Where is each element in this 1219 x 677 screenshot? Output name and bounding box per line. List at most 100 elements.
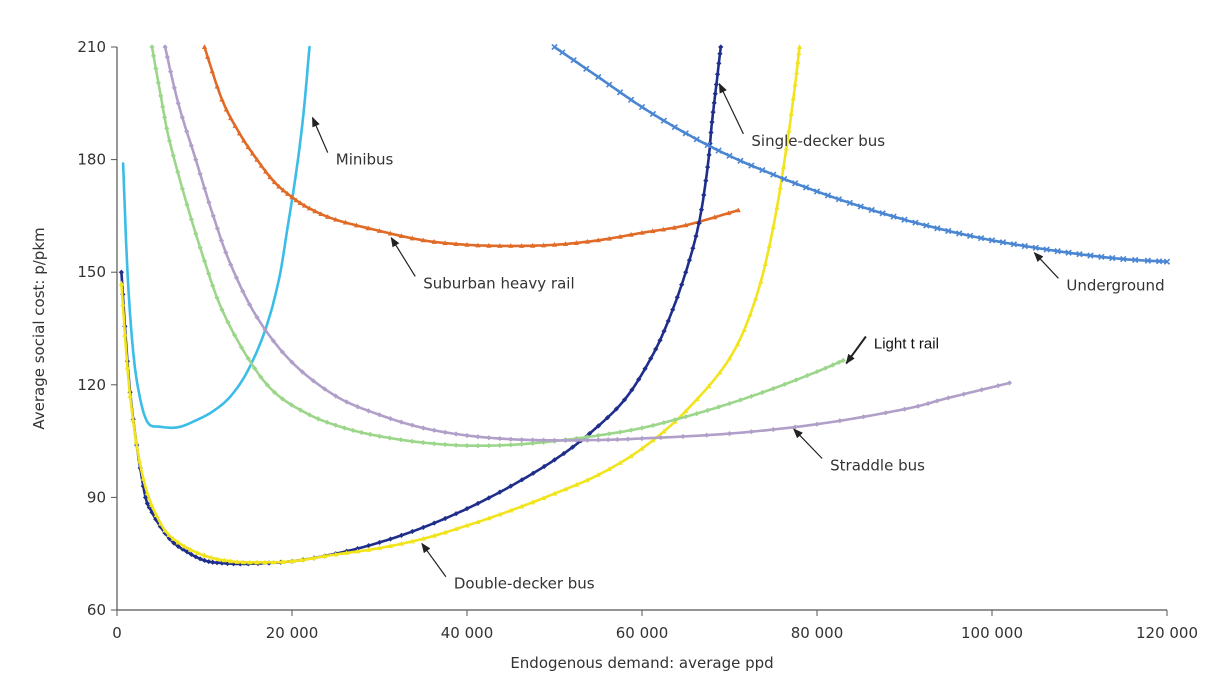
- data-point: [475, 500, 481, 506]
- data-point: [144, 500, 150, 507]
- data-point: [661, 328, 667, 334]
- data-point: [387, 536, 394, 542]
- data-point: [120, 301, 126, 307]
- data-point: [155, 80, 161, 86]
- data-point: [616, 89, 624, 96]
- data-point: [231, 332, 238, 338]
- data-point: [247, 559, 253, 565]
- data-point: [726, 430, 733, 437]
- data-point: [201, 557, 208, 564]
- data-point: [706, 152, 712, 158]
- data-point: [254, 559, 260, 565]
- data-point: [1109, 254, 1116, 262]
- data-point: [142, 494, 149, 501]
- data-point: [140, 475, 146, 481]
- data-point: [836, 359, 842, 365]
- data-point: [705, 407, 711, 413]
- data-point: [180, 546, 186, 552]
- data-point: [846, 199, 853, 207]
- data-point: [127, 393, 133, 399]
- annotation-label: Single-decker bus: [751, 132, 885, 150]
- data-point: [367, 431, 373, 438]
- data-point: [519, 437, 525, 443]
- data-point: [792, 81, 798, 87]
- data-point: [569, 444, 576, 450]
- data-point: [774, 204, 780, 210]
- data-point: [696, 220, 702, 227]
- data-point: [613, 406, 619, 412]
- data-point: [1144, 257, 1152, 264]
- data-point: [551, 43, 558, 51]
- data-point: [945, 227, 952, 235]
- data-point: [214, 83, 220, 89]
- data-point: [1076, 251, 1083, 258]
- data-point: [660, 117, 668, 124]
- data-point: [586, 430, 593, 437]
- data-point: [228, 262, 234, 268]
- data-point: [188, 547, 194, 552]
- data-point: [584, 238, 590, 244]
- data-point: [409, 528, 415, 535]
- data-point: [289, 194, 295, 200]
- data-point: [315, 416, 321, 422]
- data-point: [879, 210, 886, 217]
- data-point: [519, 441, 525, 447]
- data-point: [398, 419, 404, 425]
- data-point: [966, 232, 974, 240]
- data-point: [288, 402, 295, 408]
- data-point: [814, 421, 820, 427]
- annotation-straddle-bus: Straddle bus: [793, 428, 925, 474]
- data-point: [508, 243, 514, 248]
- data-point: [661, 420, 667, 426]
- data-point: [271, 179, 278, 185]
- data-point: [262, 326, 268, 332]
- data-point: [716, 60, 722, 67]
- data-point: [530, 242, 536, 248]
- data-point: [795, 58, 801, 64]
- data-point: [310, 378, 316, 384]
- data-point: [486, 495, 492, 501]
- data-point: [679, 282, 685, 288]
- data-point: [166, 532, 172, 538]
- data-point: [431, 520, 437, 526]
- data-point: [442, 240, 448, 246]
- annotation-arrow: [845, 335, 867, 365]
- data-point: [201, 258, 208, 264]
- data-point: [365, 547, 372, 552]
- data-point: [453, 241, 459, 247]
- data-point: [133, 438, 139, 444]
- data-point: [209, 68, 215, 74]
- data-point: [708, 129, 714, 136]
- data-point: [706, 383, 712, 389]
- data-point: [146, 504, 152, 511]
- data-point: [409, 422, 415, 428]
- data-point: [915, 403, 921, 409]
- data-point: [595, 472, 601, 477]
- data-point: [162, 527, 168, 533]
- data-point: [184, 549, 190, 555]
- data-point: [420, 535, 426, 541]
- data-point: [280, 187, 286, 193]
- data-point: [442, 515, 448, 522]
- series-straddle-bus: [162, 44, 1013, 443]
- data-point: [376, 228, 383, 233]
- data-point: [604, 415, 611, 421]
- data-point: [299, 557, 305, 562]
- data-point: [206, 199, 212, 205]
- data-point: [1043, 246, 1050, 253]
- data-point: [790, 95, 796, 101]
- data-point: [464, 506, 470, 512]
- data-point: [519, 243, 525, 248]
- data-point: [293, 197, 299, 203]
- data-point: [365, 543, 372, 549]
- data-point: [201, 44, 208, 49]
- data-point: [355, 404, 361, 410]
- data-point: [661, 428, 667, 434]
- data-point: [726, 400, 733, 407]
- data-point: [813, 188, 821, 195]
- data-point: [995, 383, 1001, 389]
- data-point: [122, 331, 128, 337]
- data-point: [218, 237, 225, 244]
- data-point: [210, 283, 216, 289]
- data-point: [144, 490, 150, 496]
